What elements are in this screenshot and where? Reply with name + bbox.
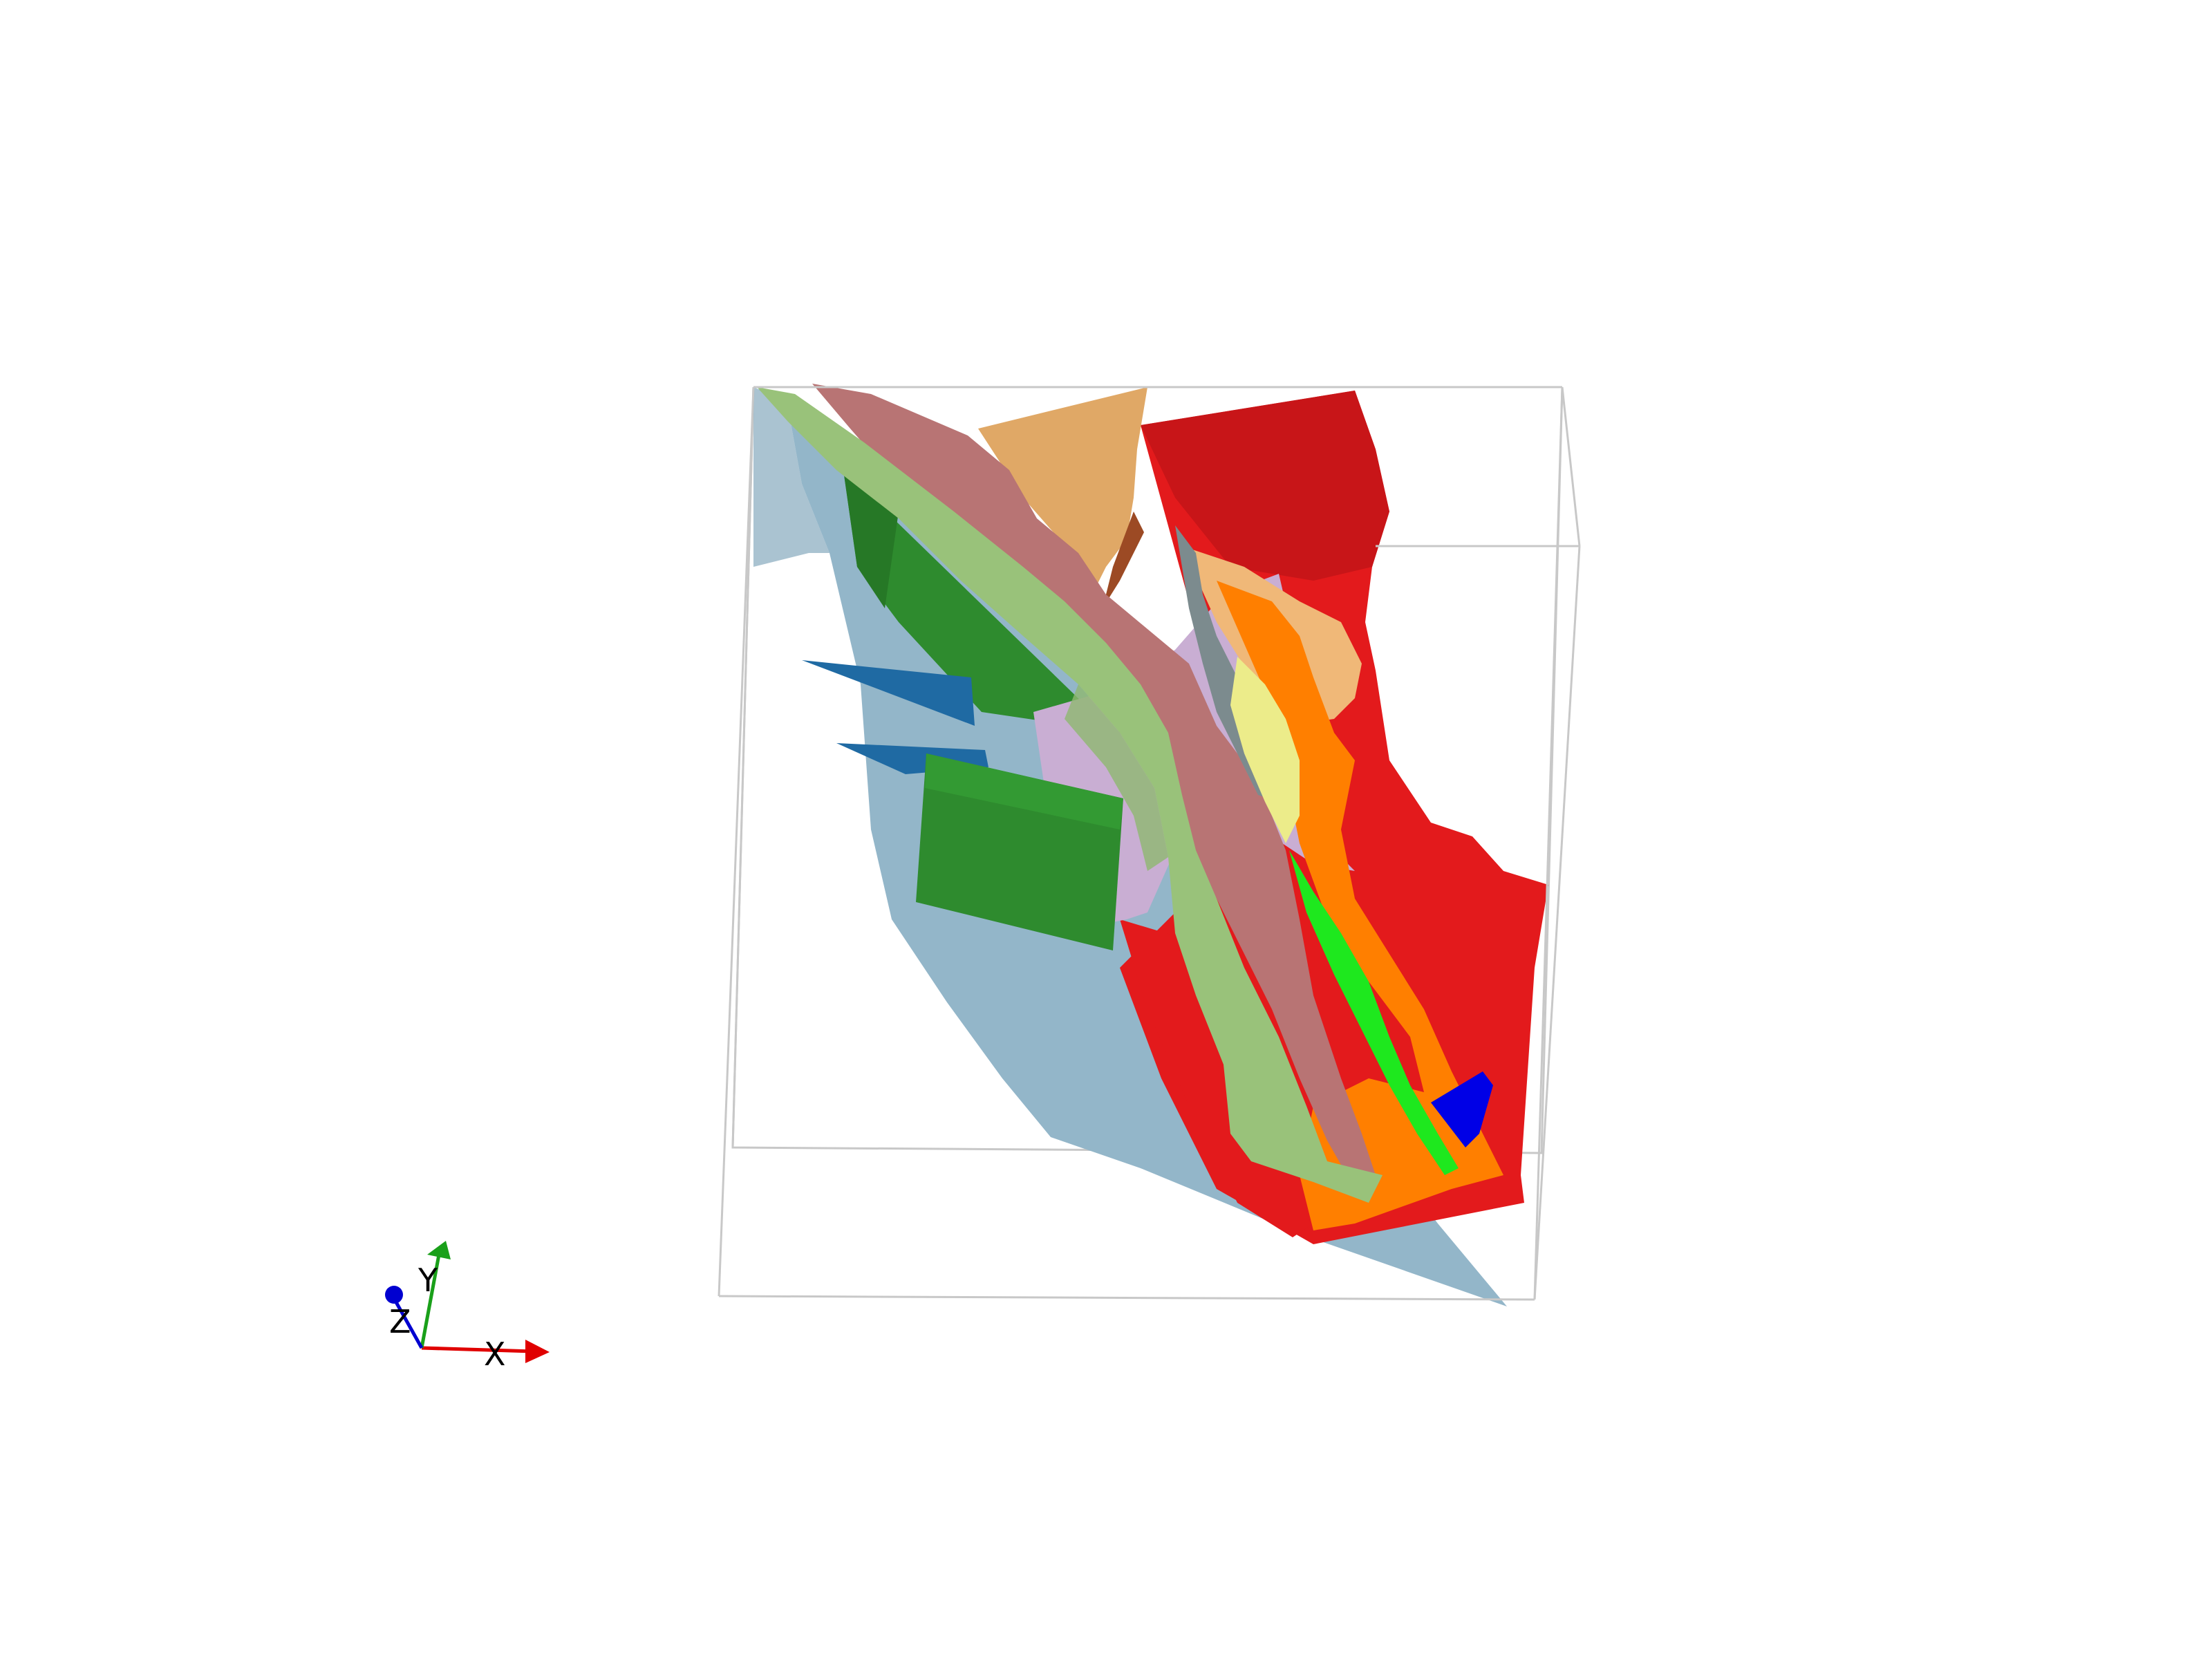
surface-olive-green[interactable] — [757, 387, 1382, 1203]
surface-bright-green[interactable] — [1289, 850, 1459, 1175]
y-axis-arrow — [427, 1241, 451, 1259]
x-axis-label: X — [484, 1335, 506, 1373]
y-axis-line — [420, 1254, 441, 1349]
bounding-box-front — [718, 386, 1581, 1301]
x-axis-arrow — [525, 1340, 550, 1363]
z-axis-head — [385, 1286, 403, 1304]
surface-olive-green-shade — [1065, 684, 1168, 871]
surface-red-dark — [1141, 391, 1389, 581]
surface-dark-green-upper[interactable] — [843, 470, 1085, 726]
surface-blue[interactable] — [1431, 1071, 1493, 1147]
z-axis-line — [393, 1300, 424, 1349]
surface-dark-green-lower-shade — [925, 753, 1123, 830]
surface-brown-crease — [1103, 512, 1144, 608]
surface-steel-blue-wedge-1[interactable] — [802, 660, 975, 726]
surface-tan[interactable] — [978, 387, 1147, 594]
surface-pale-yellow[interactable] — [1230, 657, 1300, 843]
y-axis-label: Y — [418, 1262, 438, 1299]
surface-light-blue-shade — [753, 387, 830, 567]
surface-rose[interactable] — [812, 384, 1376, 1189]
z-axis-label: Z — [389, 1303, 411, 1340]
x-axis-line — [421, 1346, 533, 1353]
axes-widget: X Y Z — [385, 1241, 550, 1373]
